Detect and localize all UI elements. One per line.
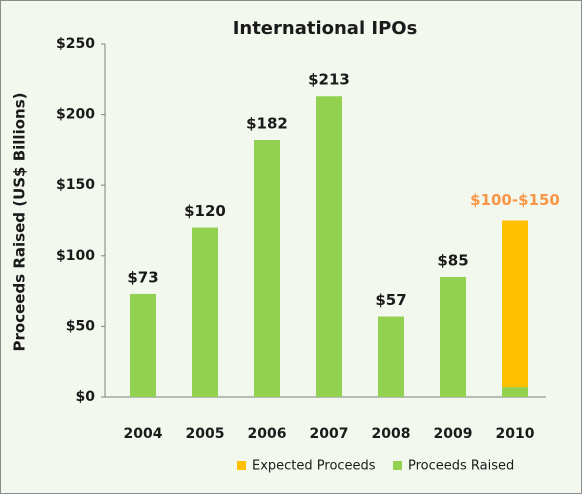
y-tick-label: $250: [56, 36, 95, 52]
data-label: $120: [184, 202, 226, 220]
bar: [192, 227, 218, 397]
x-tick-label: 2009: [434, 426, 473, 442]
legend-label: Proceeds Raised: [408, 459, 514, 474]
bar: [130, 293, 156, 397]
x-tick-label: 2010: [496, 426, 535, 442]
bar: [254, 140, 280, 398]
y-tick-label: $0: [76, 389, 96, 405]
y-tick-label: $100: [56, 248, 95, 264]
legend-swatch: [393, 461, 402, 470]
x-tick-label: 2008: [372, 426, 411, 442]
x-tick-label: 2007: [310, 426, 349, 442]
bar: [502, 387, 528, 397]
y-axis-label: Proceeds Raised (US$ Billions): [11, 93, 29, 352]
legend-swatch: [237, 461, 246, 470]
bar: [378, 316, 404, 397]
bar: [440, 276, 466, 397]
bar: [316, 96, 342, 397]
data-label: $182: [246, 115, 288, 133]
annotation: $100-$150: [470, 191, 560, 209]
chart-title: International IPOs: [233, 18, 418, 39]
x-tick-label: 2005: [186, 426, 225, 442]
x-tick-label: 2006: [248, 426, 287, 442]
y-tick-label: $150: [56, 177, 95, 193]
y-tick-label: $50: [66, 318, 95, 334]
data-label: $73: [127, 268, 158, 286]
legend-label: Expected Proceeds: [252, 459, 376, 474]
data-label: $213: [308, 71, 350, 89]
data-label: $57: [375, 291, 406, 309]
y-tick-label: $200: [56, 107, 95, 123]
bar: [502, 220, 528, 388]
data-label: $85: [437, 251, 468, 269]
x-tick-label: 2004: [124, 426, 163, 442]
